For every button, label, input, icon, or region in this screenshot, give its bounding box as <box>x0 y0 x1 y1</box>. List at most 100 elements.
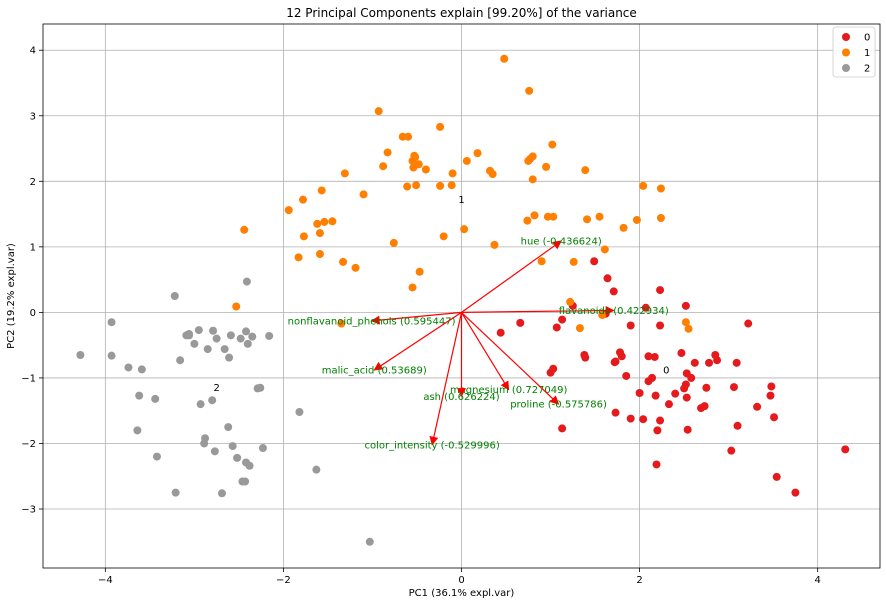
data-point-class-1 <box>548 140 557 149</box>
data-point-class-0 <box>622 371 631 380</box>
data-point-class-1 <box>488 170 497 179</box>
loading-arrow <box>370 311 462 325</box>
x-axis-label: PC1 (36.1% expl.var) <box>409 588 515 599</box>
data-point-class-1 <box>359 190 368 199</box>
data-point-class-2 <box>217 489 226 498</box>
data-point-class-0 <box>496 328 505 337</box>
loading-arrow <box>460 312 510 391</box>
legend-marker <box>842 48 850 57</box>
data-point-class-1 <box>313 219 322 228</box>
data-point-class-1 <box>500 54 509 63</box>
data-point-class-2 <box>228 442 237 451</box>
data-point-class-0 <box>683 425 692 434</box>
data-point-class-1 <box>684 324 693 333</box>
data-point-class-1 <box>460 225 469 234</box>
data-point-class-2 <box>225 353 234 362</box>
loading-label: magnesium (0.727049) <box>450 385 568 396</box>
series-1 <box>232 54 693 333</box>
data-point-class-0 <box>680 384 689 393</box>
loading-label: proline (-0.575786) <box>510 400 607 411</box>
data-point-class-1 <box>524 156 533 165</box>
data-point-class-0 <box>650 352 659 361</box>
y-tick-label: 1 <box>30 242 36 253</box>
data-point-class-2 <box>185 331 194 340</box>
data-point-class-1 <box>632 215 641 224</box>
legend-item: 1 <box>842 48 870 59</box>
data-point-class-0 <box>641 303 650 312</box>
data-point-class-1 <box>436 122 445 131</box>
data-point-class-2 <box>241 477 250 486</box>
legend-label: 2 <box>864 64 870 75</box>
data-point-class-0 <box>766 391 775 400</box>
loading-label: flavanoids (0.422934) <box>559 306 669 317</box>
data-point-class-0 <box>681 301 690 310</box>
data-point-class-0 <box>651 391 660 400</box>
data-point-class-1 <box>415 267 424 276</box>
data-point-class-1 <box>583 215 592 224</box>
data-point-class-2 <box>233 453 242 462</box>
data-point-class-1 <box>315 250 324 259</box>
loading-arrow <box>429 312 463 446</box>
data-point-class-1 <box>656 214 665 223</box>
data-point-class-1 <box>566 297 575 306</box>
data-point-class-1 <box>436 181 445 190</box>
legend-item: 0 <box>842 33 870 44</box>
series-2 <box>76 277 374 546</box>
data-point-class-0 <box>727 446 736 455</box>
data-point-class-2 <box>209 326 218 335</box>
data-point-class-2 <box>245 461 254 470</box>
data-point-class-2 <box>76 350 85 359</box>
data-point-class-0 <box>635 389 644 398</box>
data-point-class-1 <box>569 257 578 266</box>
data-point-class-0 <box>626 414 635 423</box>
data-point-class-0 <box>772 472 781 481</box>
data-point-class-0 <box>767 382 776 391</box>
data-point-class-1 <box>317 186 326 195</box>
data-point-class-0 <box>590 257 599 266</box>
data-point-class-0 <box>841 445 850 454</box>
y-tick-label: −1 <box>21 373 36 384</box>
y-tick-label: 3 <box>30 111 36 122</box>
loading-arrow <box>373 311 462 371</box>
data-point-class-2 <box>133 426 142 435</box>
data-point-class-2 <box>176 356 185 365</box>
y-tick-label: 2 <box>30 177 36 188</box>
data-point-class-0 <box>610 358 619 367</box>
data-point-class-1 <box>320 217 329 226</box>
data-point-class-0 <box>558 315 567 324</box>
data-point-class-0 <box>732 358 741 367</box>
data-point-class-2 <box>124 363 133 372</box>
chart-title: 12 Principal Components explain [99.20%]… <box>286 6 637 20</box>
data-point-class-1 <box>412 181 421 190</box>
data-point-class-1 <box>542 162 551 171</box>
data-point-class-2 <box>312 465 321 474</box>
data-point-class-2 <box>107 351 116 360</box>
data-point-class-0 <box>639 415 648 424</box>
cluster-label: 1 <box>458 195 464 206</box>
data-point-class-1 <box>537 257 546 266</box>
data-point-class-0 <box>552 323 561 332</box>
loading-arrow <box>461 240 562 313</box>
data-point-class-2 <box>196 400 205 409</box>
data-point-class-1 <box>523 216 532 225</box>
data-point-class-0 <box>626 321 635 330</box>
legend: 0 1 2 <box>832 26 876 78</box>
data-point-class-1 <box>681 318 690 327</box>
data-point-class-1 <box>337 319 346 328</box>
data-point-class-1 <box>315 229 324 238</box>
data-point-class-1 <box>639 181 648 190</box>
data-point-class-0 <box>615 348 624 357</box>
data-point-class-1 <box>374 107 383 116</box>
legend-marker <box>842 33 850 41</box>
loading-label: ash (0.626224) <box>423 392 499 403</box>
loading-vectors: hue (-0.436624) flavanoids (0.422934) nonf… <box>288 236 669 451</box>
data-point-class-2 <box>170 292 179 300</box>
data-point-class-1 <box>448 169 457 178</box>
y-tick-label: −3 <box>21 505 36 516</box>
loading-label: hue (-0.436624) <box>521 236 602 247</box>
data-point-class-0 <box>611 408 620 417</box>
data-point-class-2 <box>224 423 233 432</box>
scatter-points <box>76 54 850 546</box>
